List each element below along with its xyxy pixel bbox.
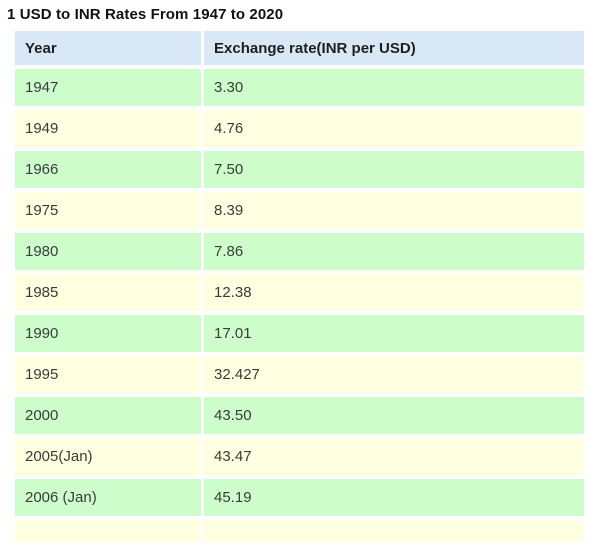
rate-cell: 8.39 bbox=[204, 192, 584, 229]
year-cell bbox=[15, 520, 201, 542]
table-row: 1966 7.50 bbox=[15, 151, 584, 188]
year-cell: 1985 bbox=[15, 274, 201, 311]
rate-cell: 7.86 bbox=[204, 233, 584, 270]
rate-cell: 7.50 bbox=[204, 151, 584, 188]
year-cell: 2005(Jan) bbox=[15, 438, 201, 475]
year-column-header: Year bbox=[15, 31, 201, 65]
year-cell: 1947 bbox=[15, 69, 201, 106]
year-cell: 1995 bbox=[15, 356, 201, 393]
table-row: 2005(Jan) 43.47 bbox=[15, 438, 584, 475]
table-row: 1975 8.39 bbox=[15, 192, 584, 229]
table-row: 1995 32.427 bbox=[15, 356, 584, 393]
table-row: 1985 12.38 bbox=[15, 274, 584, 311]
year-cell: 1990 bbox=[15, 315, 201, 352]
table-row: 1947 3.30 bbox=[15, 69, 584, 106]
year-cell: 1980 bbox=[15, 233, 201, 270]
table-row: 2006 (Jan) 45.19 bbox=[15, 479, 584, 516]
year-cell: 1975 bbox=[15, 192, 201, 229]
table-row: 1980 7.86 bbox=[15, 233, 584, 270]
rate-cell: 43.47 bbox=[204, 438, 584, 475]
page-title: 1 USD to INR Rates From 1947 to 2020 bbox=[7, 6, 284, 23]
table-row: 2000 43.50 bbox=[15, 397, 584, 434]
rate-cell: 32.427 bbox=[204, 356, 584, 393]
rate-cell: 3.30 bbox=[204, 69, 584, 106]
rate-cell: 4.76 bbox=[204, 110, 584, 147]
rate-cell: 45.19 bbox=[204, 479, 584, 516]
table-row: 1990 17.01 bbox=[15, 315, 584, 352]
rate-cell: 12.38 bbox=[204, 274, 584, 311]
rate-cell: 43.50 bbox=[204, 397, 584, 434]
table-header-row: Year Exchange rate(INR per USD) bbox=[15, 31, 584, 65]
rate-cell bbox=[204, 520, 584, 542]
rate-cell: 17.01 bbox=[204, 315, 584, 352]
year-cell: 1949 bbox=[15, 110, 201, 147]
rate-column-header: Exchange rate(INR per USD) bbox=[204, 31, 584, 65]
year-cell: 2000 bbox=[15, 397, 201, 434]
table-row: 1949 4.76 bbox=[15, 110, 584, 147]
year-cell: 1966 bbox=[15, 151, 201, 188]
table-row-partial bbox=[15, 520, 584, 542]
exchange-rate-table: Year Exchange rate(INR per USD) 1947 3.3… bbox=[12, 27, 587, 546]
year-cell: 2006 (Jan) bbox=[15, 479, 201, 516]
